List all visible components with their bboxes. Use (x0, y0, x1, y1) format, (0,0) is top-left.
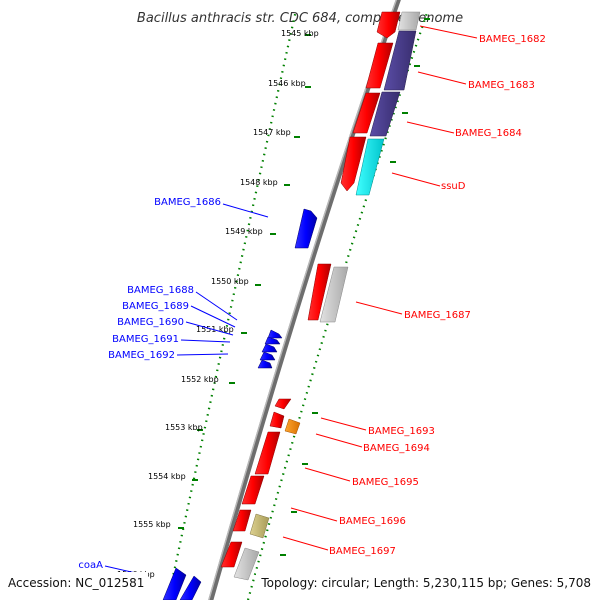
cog-block (369, 91, 401, 137)
cds-arrow (257, 359, 273, 369)
gene-label: BAMEG_1697 (329, 546, 396, 557)
cds-arrow (232, 509, 252, 532)
cds-arrow (274, 398, 292, 410)
cds-arrow (261, 343, 278, 353)
tick-label: 1546 kbp (268, 79, 306, 88)
tick-label: 1547 kbp (253, 128, 291, 137)
cds-arrow (352, 92, 381, 134)
topology-text: Topology: circular; Length: 5,230,115 bp… (260, 576, 591, 590)
cog-features (233, 11, 421, 581)
footer-bg-left (4, 572, 148, 592)
reverse-cds-features (162, 208, 318, 600)
cog-block (355, 138, 385, 196)
cds-arrow (365, 42, 394, 89)
gene-label: BAMEG_1690 (117, 317, 184, 328)
reverse-label-connectors (104, 203, 269, 575)
gene-label: BAMEG_1683 (468, 80, 535, 91)
gene-label: coaA (78, 560, 103, 571)
forward-gene-labels: BAMEG_1682 BAMEG_1683 BAMEG_1684 ssuD BA… (329, 34, 546, 557)
tick-marks (178, 18, 430, 556)
tick-label: 1554 kbp (148, 472, 186, 481)
cds-arrow (376, 11, 401, 39)
cds-arrow (241, 475, 265, 505)
tick-track-inner (166, 9, 298, 600)
cds-arrow (259, 351, 276, 361)
cog-block (383, 30, 417, 91)
cog-block (233, 547, 260, 581)
cds-arrow (267, 329, 283, 339)
genome-backbone (208, 0, 401, 600)
gene-label: BAMEG_1686 (154, 197, 221, 208)
forward-cds-features (220, 11, 401, 568)
tick-label: 1549 kbp (225, 227, 263, 236)
cog-block (319, 266, 349, 323)
forward-label-connectors (282, 25, 478, 551)
cds-arrow (307, 263, 332, 321)
cds-arrow (264, 336, 281, 345)
tick-label: 1552 kbp (181, 375, 219, 384)
reverse-gene-labels: BAMEG_1686 BAMEG_1688 BAMEG_1689 BAMEG_1… (78, 197, 221, 571)
tick-label: 1548 kbp (240, 178, 278, 187)
gene-label: BAMEG_1693 (368, 426, 435, 437)
cds-arrow (179, 575, 202, 600)
tick-label: 1555 kbp (133, 520, 171, 529)
tick-label: 1553 kbp (165, 423, 203, 432)
cog-block (249, 513, 270, 539)
gene-label: BAMEG_1687 (404, 310, 471, 321)
gene-label: BAMEG_1694 (363, 443, 430, 454)
gene-label: BAMEG_1696 (339, 516, 406, 527)
cds-arrow (254, 431, 281, 475)
cog-block (284, 418, 301, 435)
tick-label: 1545 kbp (281, 29, 319, 38)
cds-arrow (162, 567, 187, 600)
gene-label: BAMEG_1691 (112, 334, 179, 345)
gene-label: BAMEG_1688 (127, 285, 194, 296)
footer-bg-right (256, 572, 596, 592)
cog-block (397, 11, 421, 31)
gene-label: ssuD (441, 181, 466, 192)
cds-arrow (294, 208, 318, 249)
cds-arrow (269, 411, 285, 429)
gene-label: BAMEG_1682 (479, 34, 546, 45)
gene-label: BAMEG_1695 (352, 477, 419, 488)
cds-arrow (340, 136, 367, 192)
accession-text: Accession: NC_012581 (8, 576, 144, 590)
gene-label: BAMEG_1692 (108, 350, 175, 361)
cds-arrow (220, 541, 243, 568)
tick-label: 1550 kbp (211, 277, 249, 286)
gene-label: BAMEG_1689 (122, 301, 189, 312)
gene-label: BAMEG_1684 (455, 128, 522, 139)
